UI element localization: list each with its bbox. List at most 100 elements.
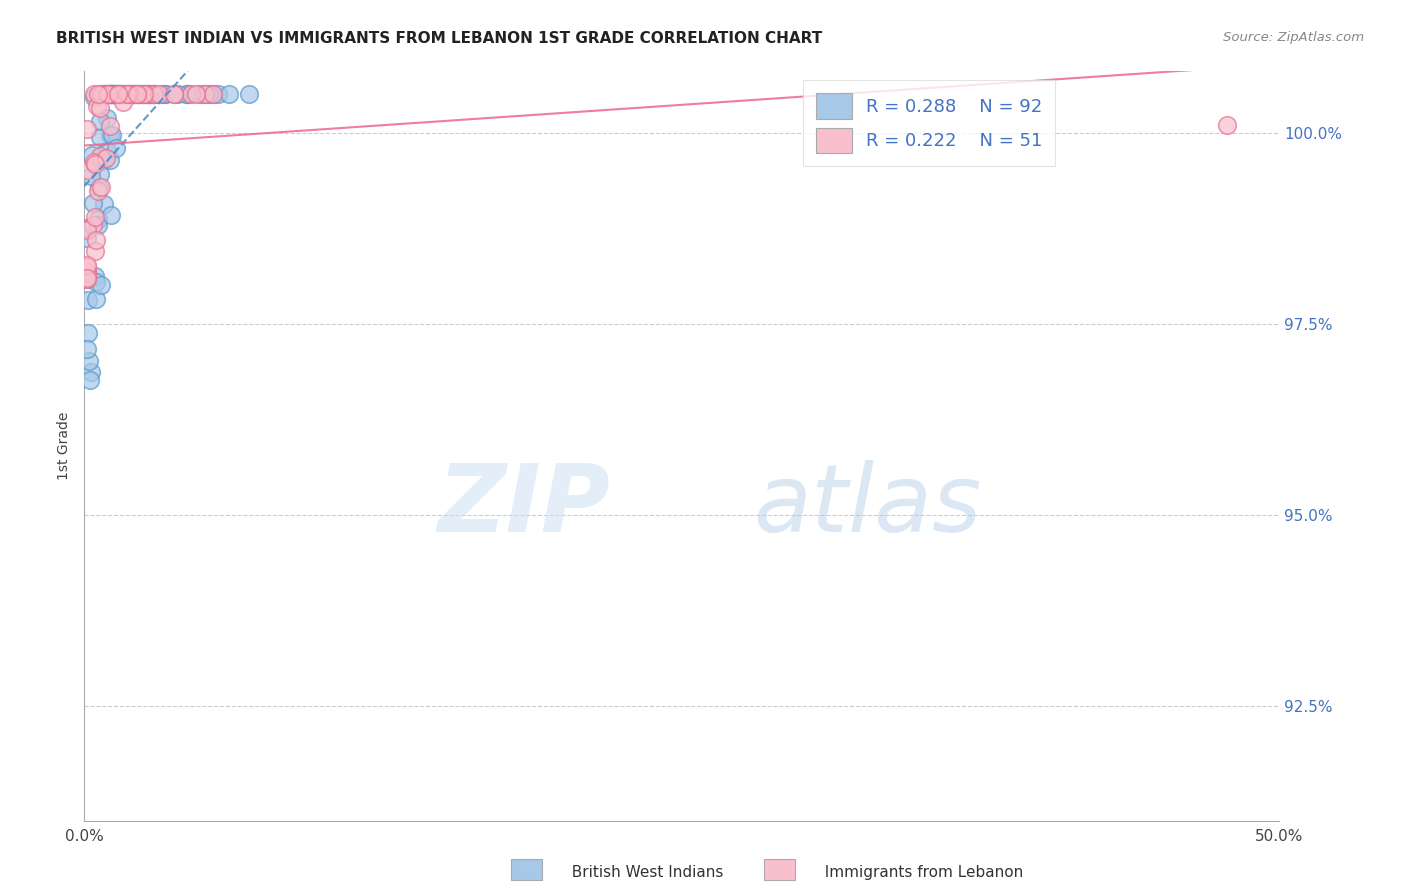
Point <box>103 87 125 102</box>
Point <box>100 209 122 223</box>
Point <box>105 141 128 155</box>
Point <box>118 87 141 102</box>
Point <box>84 244 107 258</box>
Point <box>163 87 186 102</box>
Point <box>89 114 111 128</box>
Point <box>105 87 128 102</box>
Point <box>202 87 225 102</box>
Point <box>96 87 118 102</box>
Point <box>79 365 101 379</box>
Point <box>152 87 174 102</box>
Point <box>131 87 153 102</box>
Point <box>111 87 134 102</box>
Point <box>76 265 98 279</box>
Text: Source: ZipAtlas.com: Source: ZipAtlas.com <box>1223 31 1364 45</box>
Point <box>97 87 120 102</box>
Point <box>94 87 117 102</box>
Point <box>87 87 110 102</box>
Point <box>76 270 98 285</box>
Point <box>120 87 142 102</box>
Point <box>167 87 190 102</box>
Point <box>91 87 114 102</box>
Point <box>83 156 105 170</box>
Point <box>194 87 217 102</box>
Point <box>194 87 217 102</box>
Point <box>82 147 104 161</box>
FancyBboxPatch shape <box>512 859 541 880</box>
Point <box>76 272 98 286</box>
Point <box>76 265 98 279</box>
Text: ZIP: ZIP <box>437 460 610 552</box>
Point <box>108 87 131 102</box>
Point <box>90 278 112 293</box>
Point <box>101 87 124 102</box>
Point <box>98 153 121 167</box>
Point <box>87 212 110 227</box>
Point <box>76 271 98 285</box>
Y-axis label: 1st Grade: 1st Grade <box>58 412 72 480</box>
Point <box>105 87 128 102</box>
Point <box>128 87 150 102</box>
Point <box>97 87 120 102</box>
Point <box>83 87 105 102</box>
Point <box>76 342 98 356</box>
Point <box>127 87 149 102</box>
Point <box>142 87 165 102</box>
Point <box>84 275 107 289</box>
Point <box>111 95 134 109</box>
Point <box>122 87 145 102</box>
Point <box>76 121 98 136</box>
Point <box>143 87 166 102</box>
Point <box>114 87 136 102</box>
Point <box>103 87 125 102</box>
Point <box>198 87 221 102</box>
Point <box>89 167 111 181</box>
Point <box>83 211 105 225</box>
Point <box>84 293 107 307</box>
Point <box>155 87 177 102</box>
Point <box>207 87 229 102</box>
Point <box>148 87 170 102</box>
Point <box>84 233 107 247</box>
Point <box>176 87 198 102</box>
Point <box>89 149 111 163</box>
Point <box>86 98 108 112</box>
Point <box>76 231 98 245</box>
Point <box>135 87 157 102</box>
Point <box>1216 118 1239 132</box>
Point <box>90 151 112 165</box>
Point <box>112 87 135 102</box>
Point <box>76 260 98 274</box>
Point <box>127 87 149 102</box>
Point <box>83 268 105 283</box>
Point <box>87 219 110 233</box>
Point <box>110 87 132 102</box>
Point <box>107 87 129 102</box>
Point <box>83 90 105 104</box>
Point <box>101 128 124 142</box>
Text: BRITISH WEST INDIAN VS IMMIGRANTS FROM LEBANON 1ST GRADE CORRELATION CHART: BRITISH WEST INDIAN VS IMMIGRANTS FROM L… <box>56 31 823 46</box>
Legend: R = 0.288    N = 92, R = 0.222    N = 51: R = 0.288 N = 92, R = 0.222 N = 51 <box>803 80 1056 166</box>
Point <box>80 169 103 184</box>
Point <box>115 87 138 102</box>
Point <box>100 87 122 102</box>
Point <box>127 87 149 102</box>
Point <box>105 87 128 102</box>
Point <box>120 87 142 102</box>
Point <box>87 184 110 198</box>
Point <box>76 162 98 177</box>
Point <box>96 144 118 158</box>
Point <box>83 154 105 169</box>
Point <box>163 87 186 102</box>
Point <box>100 87 122 102</box>
Point <box>110 87 132 102</box>
Point <box>103 87 125 102</box>
Point <box>122 87 145 102</box>
Point <box>218 87 240 102</box>
Point <box>143 87 166 102</box>
Point <box>98 128 121 142</box>
Point <box>98 87 121 102</box>
Point <box>98 119 121 133</box>
Point <box>174 87 197 102</box>
Point <box>136 87 159 102</box>
